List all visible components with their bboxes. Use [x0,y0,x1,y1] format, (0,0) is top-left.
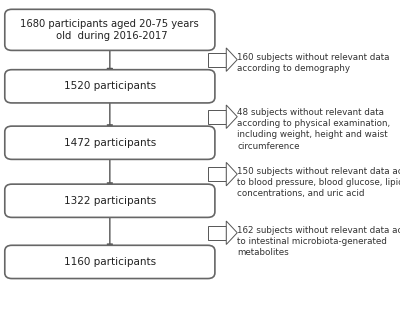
Text: 1160 participants: 1160 participants [64,257,156,267]
Text: 150 subjects without relevant data according
to blood pressure, blood glucose, l: 150 subjects without relevant data accor… [237,167,400,198]
Polygon shape [226,221,237,244]
FancyBboxPatch shape [208,110,226,124]
Text: 1472 participants: 1472 participants [64,138,156,148]
FancyBboxPatch shape [208,167,226,181]
Text: 1680 participants aged 20-75 years
 old  during 2016-2017: 1680 participants aged 20-75 years old d… [20,19,199,41]
FancyBboxPatch shape [5,184,215,217]
FancyBboxPatch shape [208,53,226,67]
FancyBboxPatch shape [5,70,215,103]
FancyBboxPatch shape [208,226,226,240]
Text: 1520 participants: 1520 participants [64,81,156,91]
Text: 162 subjects without relevant data according
to intestinal microbiota-generated
: 162 subjects without relevant data accor… [237,226,400,257]
FancyBboxPatch shape [5,126,215,159]
Text: 48 subjects without relevant data
according to physical examination,
including w: 48 subjects without relevant data accord… [237,108,390,150]
FancyBboxPatch shape [5,9,215,50]
FancyBboxPatch shape [5,245,215,278]
Text: 1322 participants: 1322 participants [64,196,156,206]
Polygon shape [226,162,237,186]
Polygon shape [226,48,237,71]
Text: 160 subjects without relevant data
according to demography: 160 subjects without relevant data accor… [237,53,390,74]
Polygon shape [226,105,237,128]
